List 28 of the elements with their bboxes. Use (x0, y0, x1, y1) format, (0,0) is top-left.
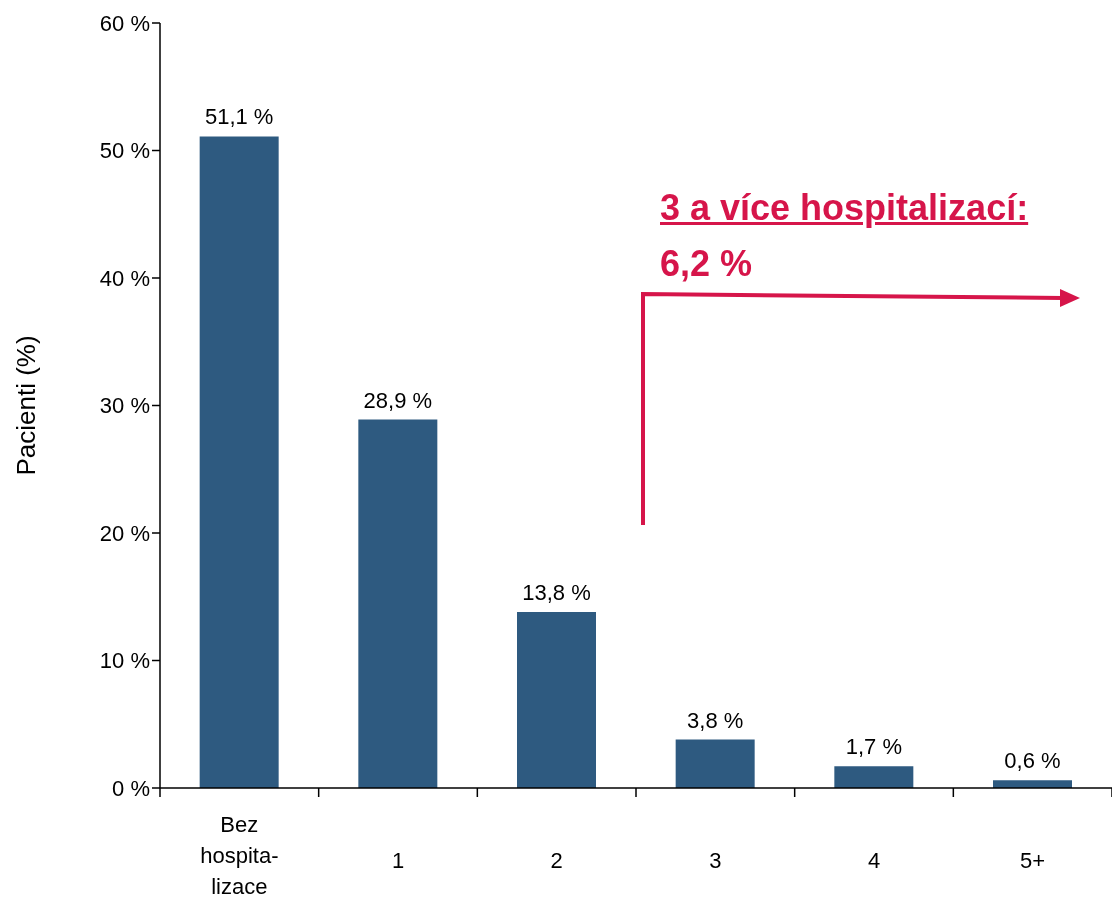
bar (675, 739, 755, 788)
y-tick-label: 40 % (99, 265, 150, 291)
x-tick-label: 5+ (1020, 848, 1046, 873)
y-axis-title: Pacienti (%) (11, 335, 42, 476)
x-tick-label: 4 (867, 848, 881, 873)
y-tick-label: 0 % (112, 775, 150, 801)
data-label: 28,9 % (363, 387, 433, 413)
annotation: 3 a více hospitalizací: (660, 186, 1029, 230)
y-tick-label: 50 % (99, 138, 150, 164)
bar (199, 136, 279, 788)
data-label: 13,8 % (522, 580, 591, 606)
bar (517, 612, 596, 788)
y-tick-label: 10 % (99, 648, 150, 674)
data-label: 0,6 % (1004, 748, 1061, 774)
data-label: 3,8 % (687, 707, 744, 733)
bar (358, 419, 438, 788)
y-tick-label: 30 % (99, 393, 150, 419)
bar (993, 780, 1072, 788)
data-label: 51,1 % (204, 104, 274, 130)
annotation: 6,2 % (660, 242, 754, 286)
x-tick-label: 1 (391, 848, 405, 873)
y-tick-label: 60 % (99, 10, 150, 36)
x-tick-label: Bez hospita- lizace (200, 812, 279, 899)
y-tick-label: 20 % (99, 520, 150, 546)
bar (834, 766, 914, 788)
data-label: 1,7 % (845, 734, 902, 760)
x-tick-label: 3 (709, 848, 722, 873)
x-tick-label: 2 (550, 848, 563, 873)
